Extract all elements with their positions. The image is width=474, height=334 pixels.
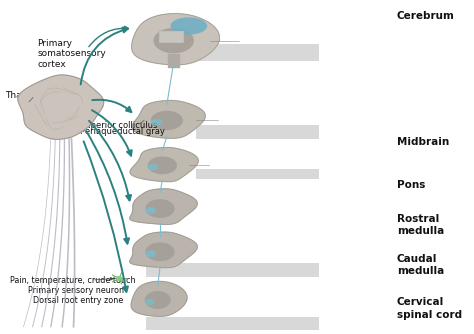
- Polygon shape: [152, 112, 182, 129]
- Ellipse shape: [146, 207, 156, 214]
- Text: Cervical
spinal cord: Cervical spinal cord: [397, 297, 462, 320]
- Text: Periaqueductal gray: Periaqueductal gray: [81, 127, 165, 136]
- Polygon shape: [131, 282, 187, 316]
- Text: Dorsal root entry zone: Dorsal root entry zone: [33, 296, 123, 305]
- Polygon shape: [132, 101, 205, 138]
- Ellipse shape: [151, 119, 163, 126]
- Text: Primary
somatosensory
cortex: Primary somatosensory cortex: [37, 39, 106, 69]
- Polygon shape: [130, 232, 197, 268]
- Polygon shape: [130, 148, 198, 182]
- Ellipse shape: [116, 276, 122, 281]
- Ellipse shape: [171, 17, 207, 35]
- FancyBboxPatch shape: [196, 169, 319, 179]
- Text: Cerebrum: Cerebrum: [397, 11, 455, 21]
- Polygon shape: [132, 14, 219, 65]
- Polygon shape: [154, 29, 193, 52]
- Ellipse shape: [146, 250, 156, 257]
- Text: Pons: Pons: [397, 180, 425, 190]
- Text: Primary sensory neuron: Primary sensory neuron: [28, 286, 124, 295]
- Ellipse shape: [145, 299, 155, 305]
- FancyBboxPatch shape: [158, 31, 184, 43]
- Text: Caudal
medulla: Caudal medulla: [397, 254, 444, 276]
- FancyBboxPatch shape: [196, 44, 319, 60]
- Polygon shape: [130, 189, 197, 224]
- Text: Pain, temperature, crude touch: Pain, temperature, crude touch: [10, 276, 135, 285]
- Text: Thalamus: Thalamus: [5, 91, 49, 100]
- FancyBboxPatch shape: [146, 317, 319, 330]
- Polygon shape: [146, 292, 170, 308]
- FancyBboxPatch shape: [146, 264, 319, 277]
- Text: Superior colliculus: Superior colliculus: [81, 121, 158, 130]
- Ellipse shape: [147, 164, 158, 170]
- Polygon shape: [146, 243, 174, 261]
- FancyBboxPatch shape: [196, 126, 319, 139]
- Polygon shape: [18, 75, 104, 139]
- Polygon shape: [148, 157, 176, 174]
- Polygon shape: [146, 200, 174, 217]
- Text: Midbrain: Midbrain: [397, 137, 449, 147]
- Text: Rostral
medulla: Rostral medulla: [397, 214, 444, 236]
